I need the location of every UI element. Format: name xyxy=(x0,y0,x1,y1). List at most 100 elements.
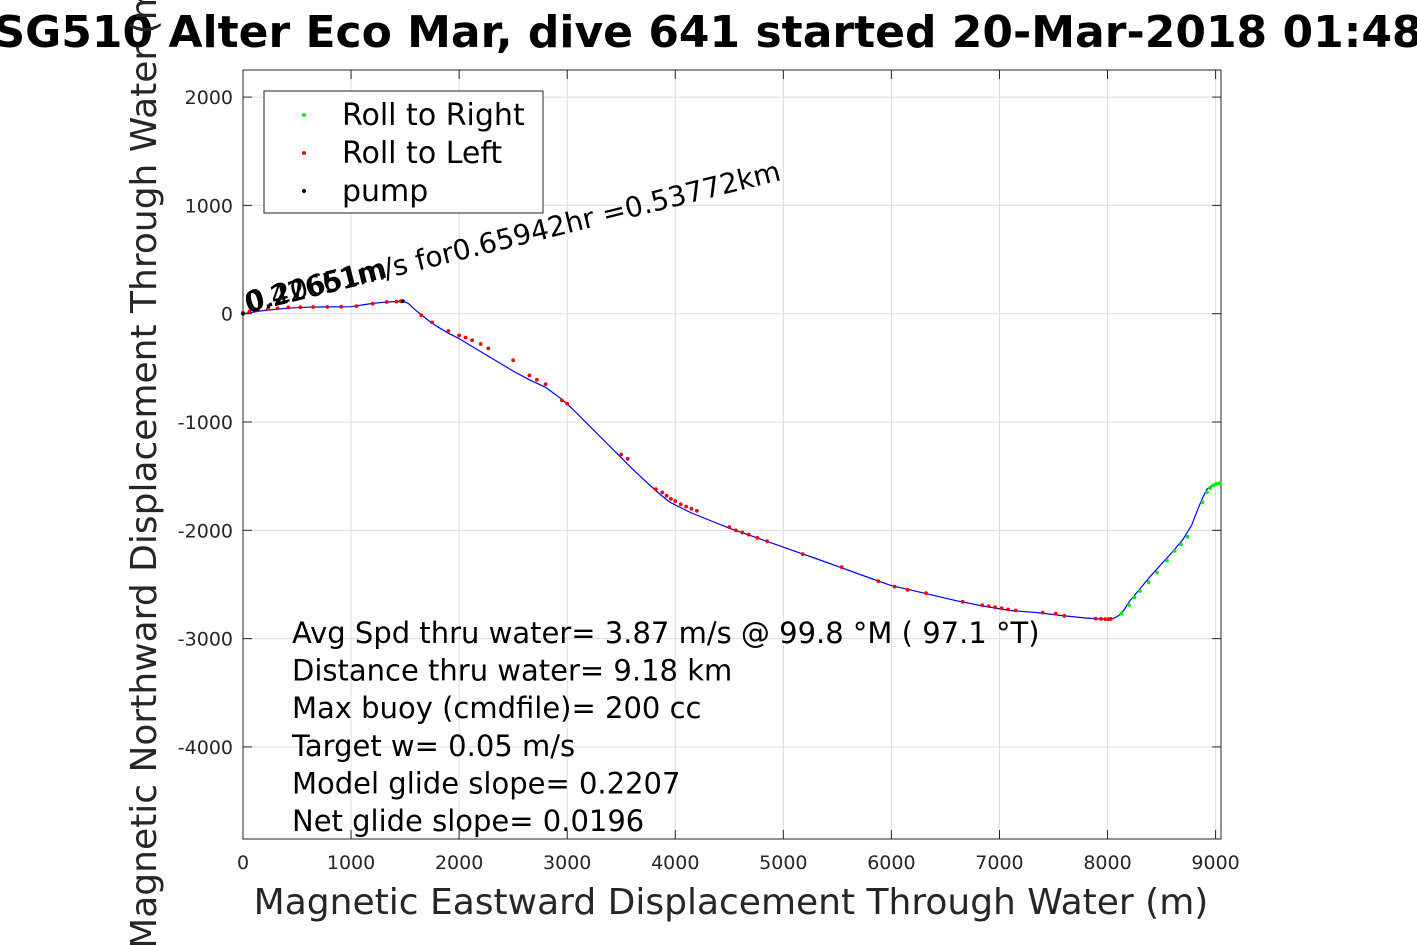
stats-line: Net glide slope= 0.0196 xyxy=(292,804,644,838)
roll-left-point xyxy=(1040,610,1045,615)
legend-marker-pump xyxy=(302,189,306,193)
legend-label-roll-right: Roll to Right xyxy=(342,98,525,133)
legend-marker-roll-right xyxy=(302,113,306,117)
roll-left-point xyxy=(653,487,658,492)
legend-label-pump: pump xyxy=(342,174,428,209)
annotation-label: 0.20651m xyxy=(243,252,390,319)
roll-left-point xyxy=(394,299,399,304)
markers-layer xyxy=(241,299,1222,621)
roll-right-point xyxy=(1185,534,1190,539)
stats-block: Avg Spd thru water= 3.87 m/s @ 99.8 °M (… xyxy=(291,616,1040,838)
pump-point xyxy=(241,311,245,316)
roll-right-point xyxy=(1165,558,1169,563)
legend-box xyxy=(263,90,544,214)
y-axis-label: Magnetic Northward Displacement Through … xyxy=(124,0,165,945)
roll-left-point xyxy=(430,320,434,325)
y-tick-label: -2000 xyxy=(178,520,233,542)
roll-left-point xyxy=(684,504,688,509)
x-tick-label: 7000 xyxy=(975,852,1023,874)
y-tick-label: 2000 xyxy=(185,87,233,109)
roll-left-point xyxy=(457,333,461,338)
roll-right-point xyxy=(1208,486,1213,490)
y-tick-label: 1000 xyxy=(185,195,233,217)
y-tick-label: -1000 xyxy=(178,412,233,434)
roll-left-point xyxy=(486,346,491,351)
roll-left-point xyxy=(746,532,751,537)
x-tick-label: 9000 xyxy=(1191,852,1239,874)
roll-left-point xyxy=(1093,616,1098,621)
roll-left-point xyxy=(1103,617,1108,621)
roll-left-point xyxy=(839,565,844,569)
legend-marker-roll-left xyxy=(302,151,306,155)
y-tick-label: -4000 xyxy=(178,737,233,759)
roll-left-point xyxy=(695,508,699,513)
roll-left-point xyxy=(446,329,451,333)
series-line-track xyxy=(242,300,1221,620)
roll-left-point xyxy=(325,305,330,309)
grid-lines xyxy=(242,70,1221,839)
roll-right-point xyxy=(1214,481,1219,486)
roll-left-point xyxy=(559,398,564,403)
roll-left-point xyxy=(619,452,624,457)
y-tick-label: 0 xyxy=(221,304,233,326)
x-tick-label: 6000 xyxy=(867,852,915,874)
roll-right-point xyxy=(1205,490,1209,495)
roll-right-point xyxy=(1138,589,1142,593)
roll-left-point xyxy=(876,579,881,584)
roll-left-point xyxy=(565,401,570,406)
roll-left-point xyxy=(986,604,991,608)
x-axis-label: Magnetic Eastward Displacement Through W… xyxy=(254,882,1209,923)
x-tick-label: 1000 xyxy=(327,852,375,874)
roll-left-point xyxy=(419,313,424,318)
roll-left-point xyxy=(800,552,805,556)
chart-title: SG510 Alter Eco Mar, dive 641 started 20… xyxy=(0,7,1417,58)
roll-left-point xyxy=(924,591,928,595)
roll-left-point xyxy=(905,588,910,592)
roll-left-point xyxy=(689,506,694,511)
roll-right-point xyxy=(1119,611,1124,616)
roll-left-point xyxy=(543,382,548,386)
roll-left-point xyxy=(625,456,630,461)
roll-left-point xyxy=(664,493,669,498)
legend-label-roll-left: Roll to Left xyxy=(342,136,502,171)
roll-right-point xyxy=(1179,542,1183,547)
roll-left-point xyxy=(1062,614,1067,618)
series-layer xyxy=(242,300,1221,620)
stats-line: Model glide slope= 0.2207 xyxy=(292,766,680,800)
roll-left-point xyxy=(266,306,270,311)
roll-left-point xyxy=(980,603,985,607)
roll-right-point xyxy=(1155,570,1160,575)
roll-left-point xyxy=(678,502,683,507)
roll-left-point xyxy=(384,300,389,304)
roll-left-point xyxy=(1013,608,1018,613)
roll-left-point xyxy=(733,528,738,533)
roll-left-point xyxy=(354,304,359,308)
roll-right-point xyxy=(1172,549,1177,553)
pump-point xyxy=(401,299,405,304)
y-tick-label: -3000 xyxy=(178,629,233,651)
roll-right-point xyxy=(1146,580,1151,585)
roll-left-point xyxy=(765,539,769,543)
roll-left-point xyxy=(1108,617,1113,621)
roll-left-point xyxy=(727,525,732,529)
roll-right-point xyxy=(1218,481,1222,486)
roll-left-point xyxy=(740,530,745,535)
roll-left-point xyxy=(755,536,760,540)
roll-left-point xyxy=(286,305,291,310)
stats-line: Target w= 0.05 m/s xyxy=(291,729,575,763)
roll-left-point xyxy=(275,306,280,311)
axes-box xyxy=(242,69,1222,840)
roll-left-point xyxy=(1099,617,1103,621)
legend: Roll to Right Roll to Left pump xyxy=(263,90,544,214)
x-tick-label: 3000 xyxy=(543,852,591,874)
roll-left-point xyxy=(470,338,474,343)
roll-left-point xyxy=(298,305,303,310)
x-tick-label: 4000 xyxy=(651,852,699,874)
roll-left-point xyxy=(247,309,252,314)
roll-left-point xyxy=(339,304,344,309)
roll-left-point xyxy=(960,599,965,604)
stats-line: Avg Spd thru water= 3.87 m/s @ 99.8 °M (… xyxy=(292,616,1040,650)
x-tick-label: 5000 xyxy=(759,852,807,874)
roll-left-point xyxy=(527,373,532,378)
